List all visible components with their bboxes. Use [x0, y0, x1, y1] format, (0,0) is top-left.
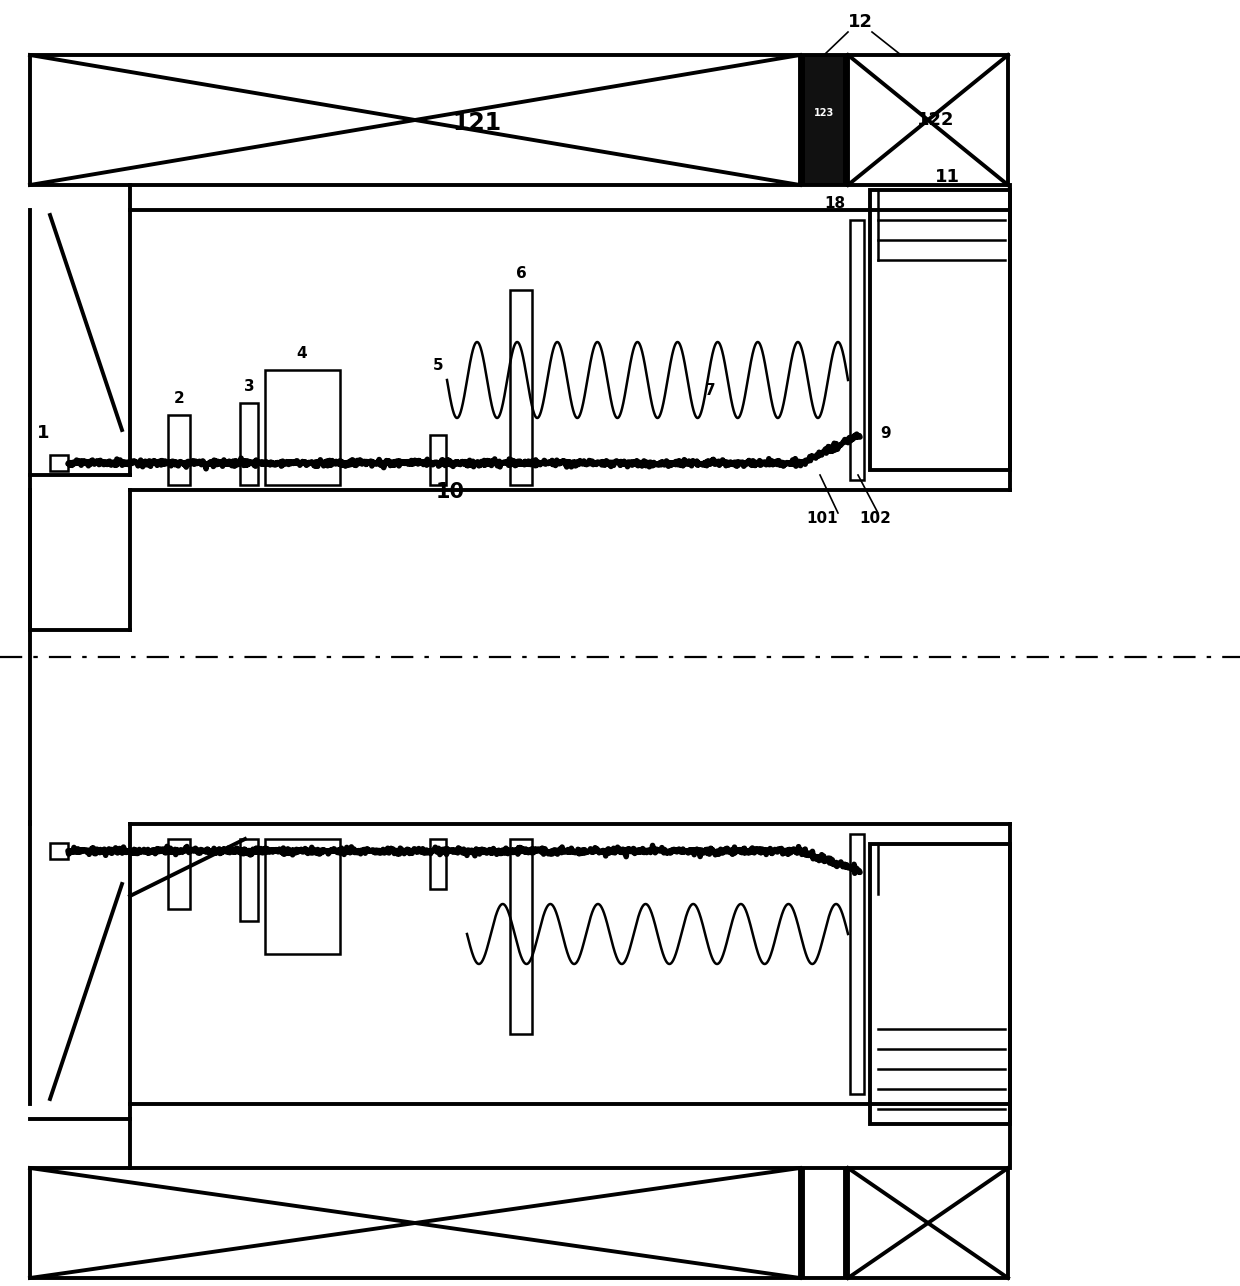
Bar: [167, 415, 190, 485]
Text: 10: 10: [435, 482, 465, 502]
Bar: [510, 838, 532, 1034]
Text: 102: 102: [859, 511, 890, 526]
Bar: [870, 844, 1011, 1124]
Bar: [804, 1168, 844, 1278]
Bar: [30, 55, 800, 185]
Text: 12: 12: [847, 13, 873, 31]
Bar: [241, 403, 258, 485]
Bar: [848, 1168, 1008, 1278]
Bar: [849, 220, 864, 480]
Bar: [241, 838, 258, 921]
Bar: [870, 190, 1011, 469]
Text: 18: 18: [823, 195, 844, 211]
Text: 101: 101: [806, 511, 838, 526]
Bar: [848, 55, 1008, 185]
Bar: [50, 844, 68, 859]
Text: 1: 1: [37, 424, 50, 442]
Bar: [30, 1168, 800, 1278]
Bar: [510, 291, 532, 485]
Text: 121: 121: [453, 111, 501, 135]
Bar: [167, 838, 190, 909]
Text: 123: 123: [813, 108, 835, 118]
Bar: [265, 370, 340, 485]
Text: 2: 2: [174, 391, 185, 406]
Bar: [849, 835, 864, 1094]
Text: 122: 122: [918, 111, 955, 129]
Text: 7: 7: [704, 383, 715, 397]
Bar: [50, 455, 68, 471]
Bar: [804, 55, 844, 185]
Bar: [265, 838, 340, 954]
Text: 11: 11: [935, 168, 960, 186]
Text: 3: 3: [244, 379, 254, 394]
Bar: [430, 838, 446, 889]
Text: 6: 6: [516, 266, 526, 282]
Bar: [430, 435, 446, 485]
Text: 5: 5: [433, 358, 444, 373]
Text: 4: 4: [296, 346, 308, 361]
Text: 9: 9: [880, 426, 890, 441]
